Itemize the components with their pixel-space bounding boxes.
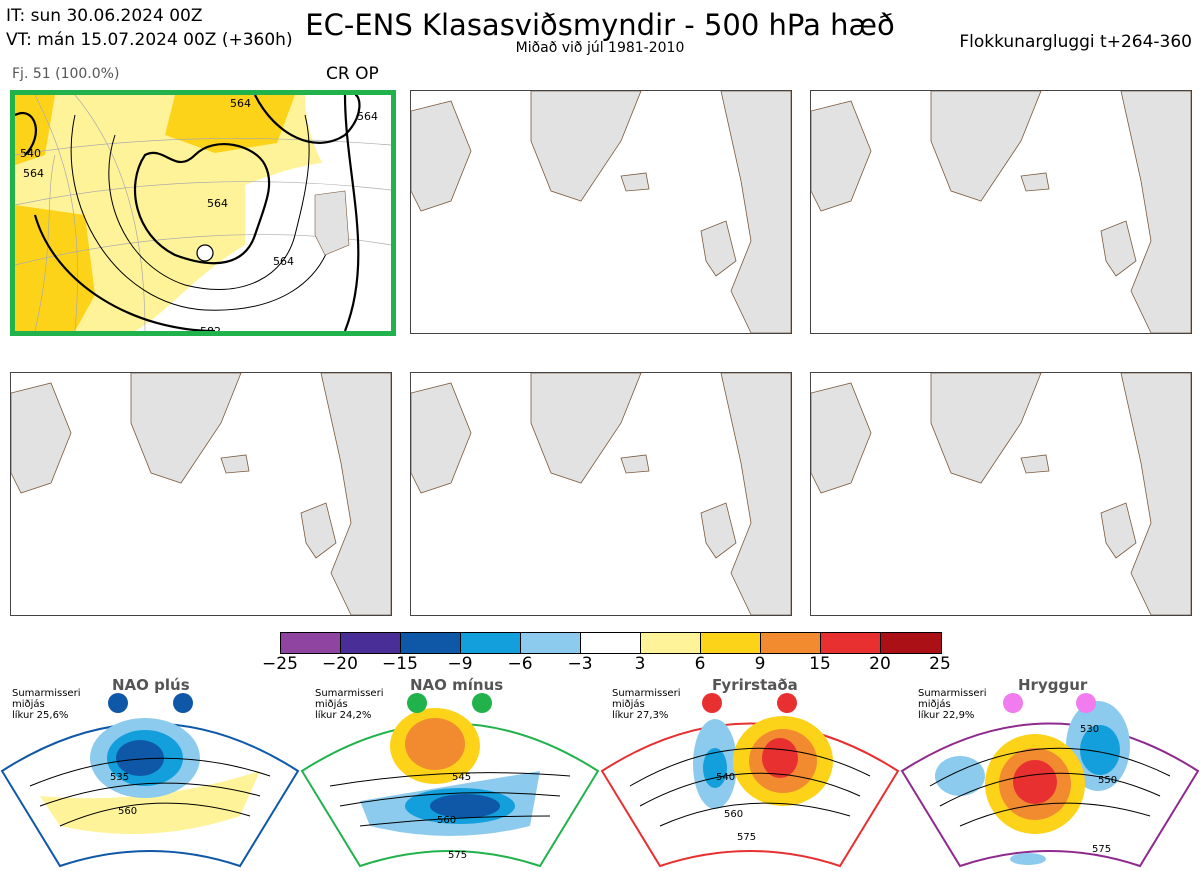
regime-title: Hryggur (1018, 676, 1088, 694)
contour-label: 564 (207, 197, 228, 210)
scale-label: −15 (382, 654, 418, 674)
scale-label: 25 (929, 654, 951, 674)
regime-note: Sumarmisseri miðjás líkur 24,2% (315, 688, 384, 721)
scale-label: 3 (634, 654, 646, 674)
color-swatch (641, 633, 701, 653)
map-panel-4[interactable] (10, 372, 392, 616)
valid-time: VT: mán 15.07.2024 00Z (+360h) (6, 30, 293, 50)
contour-label: 540 (716, 772, 735, 783)
contour-label: 560 (118, 806, 137, 817)
contour-label: 564 (357, 110, 378, 123)
regime-map: 535 560 (0, 693, 300, 868)
color-swatch (401, 633, 461, 653)
color-swatch (581, 633, 641, 653)
member-count-label: Fj. 51 (100.0%) (12, 66, 120, 82)
regime-note: Sumarmisseri miðjás líkur 25,6% (12, 688, 81, 721)
map-panel-6-graphic (811, 373, 1191, 615)
contour-label: 564 (230, 97, 251, 110)
scale-label: −9 (447, 654, 473, 674)
regime-map: 540 560 575 (600, 693, 900, 868)
contour-label: 564 (23, 167, 44, 180)
contour-label: 564 (273, 255, 294, 268)
regime-note: Sumarmisseri miðjás líkur 27,3% (612, 688, 681, 721)
classification-window: Flokkunargluggi t+264-360 (959, 32, 1192, 52)
regime-label: CR OP (326, 64, 379, 84)
contour-label: 575 (1092, 844, 1111, 855)
scale-label: 9 (754, 654, 766, 674)
contour-label: 575 (448, 850, 467, 861)
regime-map: 545 560 575 (300, 693, 600, 868)
regime-title: NAO mínus (410, 676, 504, 694)
scale-label: −25 (262, 654, 298, 674)
color-swatch (821, 633, 881, 653)
regime-map: 530 550 575 (900, 693, 1200, 868)
init-time: IT: sun 30.06.2024 00Z (6, 6, 203, 26)
contour-label: 530 (1080, 724, 1099, 735)
scale-label: 20 (869, 654, 891, 674)
color-swatch (461, 633, 521, 653)
regime-title: NAO plús (112, 676, 190, 694)
scale-label: 15 (809, 654, 831, 674)
map-panel-2-graphic (411, 91, 791, 333)
contour-label: 560 (437, 815, 456, 826)
scale-label: −6 (507, 654, 533, 674)
scale-label: −3 (567, 654, 593, 674)
scale-label: −20 (322, 654, 358, 674)
map-panel-4-graphic (11, 373, 391, 615)
map-panel-3[interactable] (810, 90, 1192, 334)
color-swatch (521, 633, 581, 653)
map-panel-2[interactable] (410, 90, 792, 334)
map-panel-6[interactable] (810, 372, 1192, 616)
contour-label: 545 (452, 772, 471, 783)
map-panel-5[interactable] (410, 372, 792, 616)
color-swatch (881, 633, 941, 653)
contour-label: 560 (724, 809, 743, 820)
contour-label: 535 (110, 772, 129, 783)
regime-blocking[interactable]: Fyrirstaða Sumarmisseri miðjás líkur 27,… (600, 676, 900, 871)
page-subtitle: Miðað við júl 1981-2010 (515, 40, 685, 56)
color-swatch (701, 633, 761, 653)
map-panel-1[interactable]: 540 564 564 564 564 564 582 (10, 90, 396, 336)
contour-label: 540 (20, 147, 41, 160)
regime-ridge[interactable]: Hryggur Sumarmisseri miðjás líkur 22,9% … (900, 676, 1200, 871)
map-panel-5-graphic (411, 373, 791, 615)
contour-label: 550 (1098, 775, 1117, 786)
color-scale-bar (280, 632, 942, 654)
regime-nao-plus[interactable]: NAO plús Sumarmisseri miðjás líkur 25,6%… (0, 676, 300, 871)
regime-title: Fyrirstaða (712, 676, 798, 694)
scale-label: 6 (694, 654, 706, 674)
color-swatch (761, 633, 821, 653)
page-title: EC-ENS Klasasviðsmyndir - 500 hPa hæð (305, 8, 895, 42)
contour-label: 582 (200, 325, 221, 331)
contour-label: 575 (737, 832, 756, 843)
regime-note: Sumarmisseri miðjás líkur 22,9% (918, 688, 987, 721)
map-panel-1-graphic: 540 564 564 564 564 564 582 (15, 95, 391, 331)
color-swatch (281, 633, 341, 653)
regime-nao-minus[interactable]: NAO mínus Sumarmisseri miðjás líkur 24,2… (300, 676, 600, 871)
map-panel-3-graphic (811, 91, 1191, 333)
color-swatch (341, 633, 401, 653)
